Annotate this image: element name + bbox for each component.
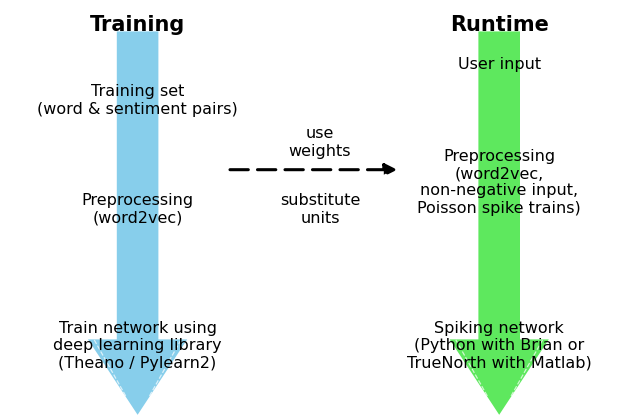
Polygon shape — [450, 31, 549, 415]
Text: Spiking network
(Python with Brian or
TrueNorth with Matlab): Spiking network (Python with Brian or Tr… — [407, 321, 591, 370]
Text: Preprocessing
(word2vec,
non-negative input,
Poisson spike trains): Preprocessing (word2vec, non-negative in… — [417, 149, 581, 216]
Text: substitute
units: substitute units — [280, 193, 360, 226]
Polygon shape — [88, 31, 187, 415]
Text: Training: Training — [90, 15, 185, 35]
Text: Train network using
deep learning library
(Theano / Pylearn2): Train network using deep learning librar… — [53, 321, 222, 370]
Text: use
weights: use weights — [289, 126, 351, 159]
Text: Preprocessing
(word2vec): Preprocessing (word2vec) — [81, 193, 194, 226]
Text: Runtime: Runtime — [450, 15, 548, 35]
Text: User input: User input — [458, 57, 541, 72]
Text: Training set
(word & sentiment pairs): Training set (word & sentiment pairs) — [37, 84, 238, 117]
